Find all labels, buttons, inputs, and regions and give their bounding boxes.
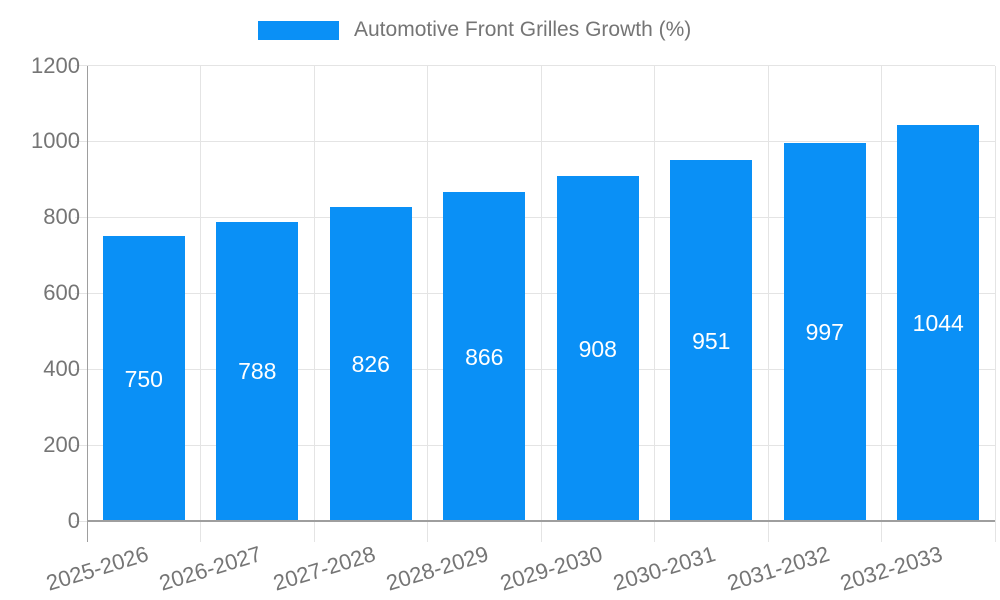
bar: [443, 192, 526, 521]
y-axis-tick-label: 400: [43, 356, 80, 382]
bar: [102, 236, 185, 521]
bar-value-label: 1044: [912, 309, 964, 336]
bar: [670, 160, 753, 521]
y-tick-mark: [75, 292, 87, 294]
bar: [329, 207, 412, 521]
x-gridline: [313, 65, 315, 542]
x-axis-tick-label: 2030-2031: [610, 541, 719, 596]
legend-swatch: [258, 20, 339, 40]
y-axis-tick-label: 600: [43, 280, 80, 306]
x-axis-tick-label: 2027-2028: [269, 541, 378, 596]
x-gridline: [767, 65, 769, 542]
bar-value-label: 826: [351, 351, 390, 378]
bar-value-label: 788: [238, 358, 277, 385]
bar: [556, 176, 639, 521]
y-tick-mark: [75, 520, 87, 522]
bar-value-label: 750: [124, 365, 163, 392]
y-axis-tick-label: 800: [43, 204, 80, 230]
y-tick-mark: [75, 216, 87, 218]
bar-value-label: 997: [805, 318, 844, 345]
y-axis-line: [86, 65, 88, 542]
bar: [897, 124, 980, 521]
x-axis-tick-label: 2025-2026: [42, 541, 151, 596]
y-axis-tick-label: 200: [43, 432, 80, 458]
y-tick-mark: [75, 444, 87, 446]
y-tick-mark: [75, 65, 87, 66]
x-gridline: [540, 65, 542, 542]
x-gridline: [654, 65, 655, 542]
y-axis-tick-label: 1000: [31, 128, 80, 154]
x-gridline: [881, 65, 882, 542]
y-tick-mark: [75, 368, 87, 370]
legend: Automotive Front Grilles Growth (%): [258, 18, 691, 42]
y-axis-tick-label: 1200: [31, 52, 80, 78]
bar: [216, 221, 299, 521]
y-tick-mark: [75, 140, 87, 142]
x-axis-tick-label: 2028-2029: [383, 541, 492, 596]
x-axis-line: [87, 520, 995, 522]
legend-label: Automotive Front Grilles Growth (%): [354, 18, 692, 41]
y-axis-tick-label: 0: [67, 508, 80, 533]
x-axis-tick-label: 2029-2030: [496, 541, 605, 596]
x-axis-tick-label: 2031-2032: [723, 541, 832, 596]
x-gridline: [427, 65, 428, 542]
bar-value-label: 866: [465, 343, 504, 370]
bar-value-label: 908: [578, 335, 617, 362]
x-gridline: [994, 65, 996, 542]
x-gridline: [200, 65, 201, 542]
bar: [783, 142, 866, 521]
bar-value-label: 951: [692, 327, 731, 354]
x-axis-tick-label: 2032-2033: [837, 541, 946, 596]
x-axis-tick-label: 2026-2027: [156, 541, 265, 596]
